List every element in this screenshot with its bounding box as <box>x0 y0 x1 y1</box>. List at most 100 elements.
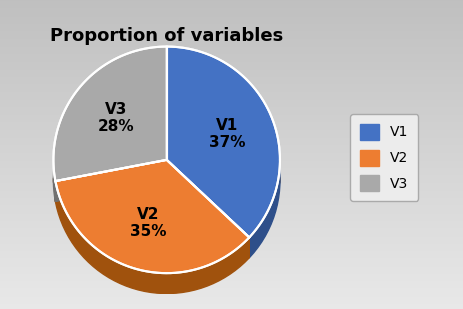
Bar <box>0 5 463 6</box>
Bar <box>0 158 463 159</box>
Bar <box>0 87 463 88</box>
Bar <box>0 136 463 138</box>
Bar <box>0 203 463 204</box>
Bar <box>0 170 463 171</box>
Bar <box>0 1 463 2</box>
Bar <box>0 180 463 181</box>
Bar <box>0 99 463 100</box>
Bar <box>0 17 463 18</box>
Bar <box>0 215 463 216</box>
Polygon shape <box>167 47 280 258</box>
Bar <box>0 194 463 196</box>
Bar <box>0 150 463 151</box>
Bar <box>0 66 463 68</box>
Bar <box>0 161 463 162</box>
Bar <box>0 169 463 170</box>
Bar <box>0 274 463 275</box>
Bar <box>0 113 463 115</box>
Bar <box>0 142 463 144</box>
Bar <box>0 240 463 241</box>
Bar <box>0 265 463 267</box>
Bar <box>0 135 463 136</box>
Polygon shape <box>56 160 167 201</box>
Bar <box>0 106 463 108</box>
Bar <box>0 299 463 301</box>
Bar <box>0 285 463 286</box>
Bar <box>0 289 463 290</box>
Bar <box>0 127 463 128</box>
Bar <box>0 58 463 59</box>
Bar <box>0 208 463 209</box>
Bar <box>0 186 463 187</box>
Bar <box>0 16 463 17</box>
Bar <box>0 22 463 23</box>
Bar <box>0 124 463 125</box>
Bar <box>0 257 463 258</box>
Bar <box>0 176 463 177</box>
Bar <box>0 304 463 305</box>
Bar <box>0 184 463 185</box>
Bar <box>0 15 463 16</box>
Bar <box>0 70 463 71</box>
Bar <box>0 123 463 124</box>
Bar <box>0 139 463 140</box>
Bar <box>0 187 463 188</box>
Bar <box>0 157 463 158</box>
Bar <box>0 296 463 297</box>
Bar <box>0 96 463 98</box>
Bar <box>0 294 463 296</box>
Bar <box>0 175 463 176</box>
Bar <box>0 182 463 184</box>
Bar <box>0 35 463 36</box>
Bar <box>0 134 463 135</box>
Bar <box>0 171 463 173</box>
Bar <box>0 209 463 210</box>
Bar <box>0 25 463 27</box>
Bar <box>0 197 463 198</box>
Bar <box>0 252 463 253</box>
Bar <box>0 258 463 260</box>
Bar <box>0 159 463 161</box>
Bar <box>0 47 463 48</box>
Bar <box>0 290 463 291</box>
Polygon shape <box>167 160 249 258</box>
Bar <box>0 269 463 270</box>
Bar <box>0 273 463 274</box>
Bar <box>0 281 463 282</box>
Bar <box>0 154 463 156</box>
Bar <box>0 121 463 122</box>
Bar <box>0 51 463 52</box>
Bar <box>0 60 463 61</box>
Bar <box>0 0 463 1</box>
Bar <box>0 89 463 91</box>
Bar <box>0 255 463 256</box>
Bar <box>0 275 463 277</box>
Bar <box>0 191 463 192</box>
Bar <box>0 2 463 4</box>
Bar <box>0 232 463 233</box>
Bar <box>0 84 463 86</box>
Bar <box>0 118 463 120</box>
Text: V3
28%: V3 28% <box>98 102 134 134</box>
Bar <box>0 277 463 279</box>
Polygon shape <box>167 47 280 237</box>
Bar <box>0 93 463 94</box>
Bar <box>0 125 463 127</box>
Bar <box>0 4 463 5</box>
Bar <box>0 168 463 169</box>
Bar <box>0 72 463 74</box>
Bar <box>0 48 463 49</box>
Bar <box>0 30 463 32</box>
Bar <box>0 42 463 44</box>
Bar <box>0 52 463 53</box>
Bar <box>0 64 463 65</box>
Bar <box>0 220 463 221</box>
Bar <box>0 298 463 299</box>
Bar <box>0 8 463 10</box>
Bar <box>0 179 463 180</box>
Bar <box>0 92 463 93</box>
Bar <box>0 76 463 77</box>
Bar <box>0 152 463 153</box>
Bar <box>0 216 463 217</box>
Bar <box>0 111 463 112</box>
